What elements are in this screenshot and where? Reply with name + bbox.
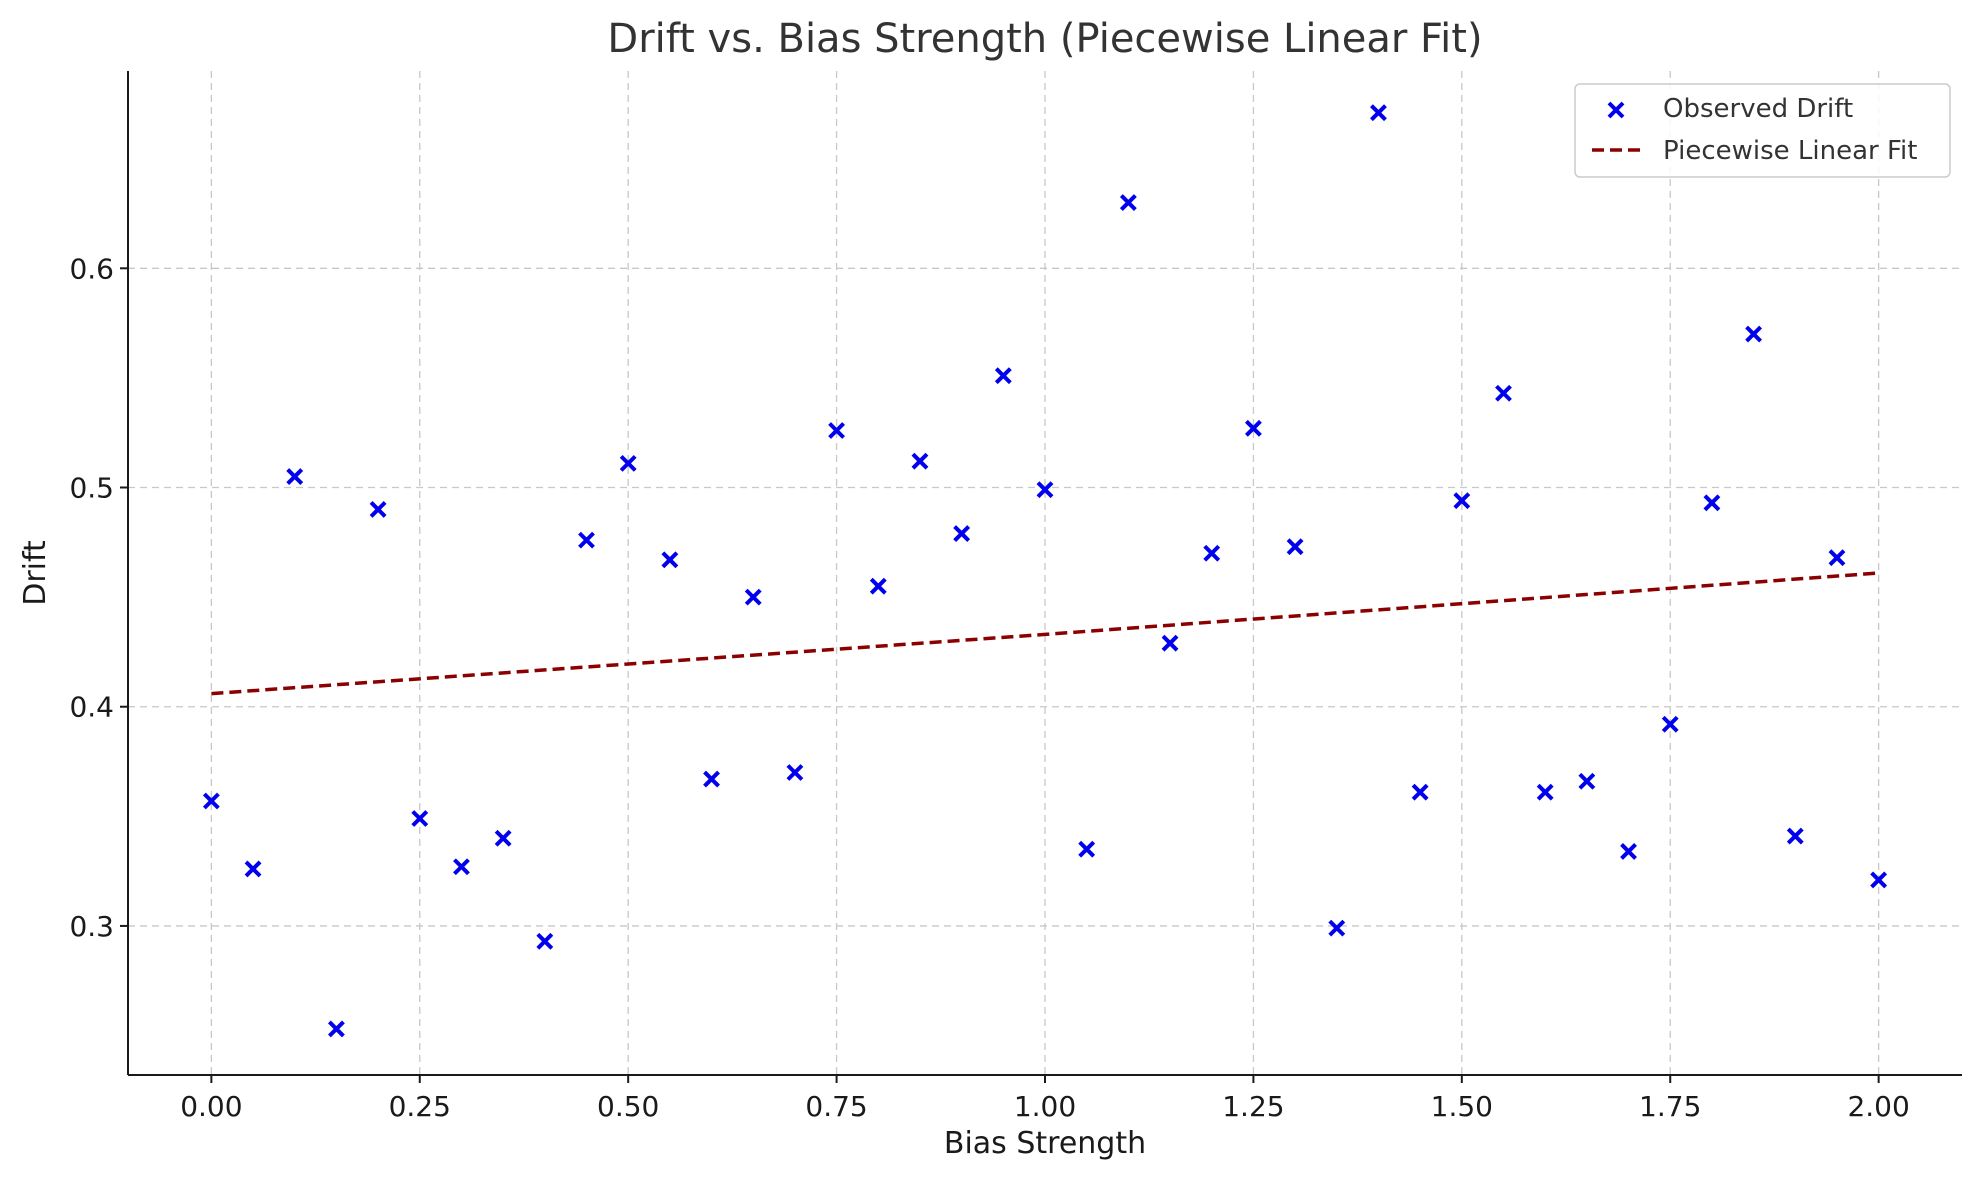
legend: Observed Drift Piecewise Linear Fit bbox=[1574, 83, 1951, 178]
legend-marker-observed-drift bbox=[1607, 101, 1625, 119]
scatter-point bbox=[1495, 384, 1512, 402]
scatter-point bbox=[244, 860, 262, 878]
scatter-point bbox=[1036, 481, 1054, 499]
scatter-point bbox=[494, 829, 512, 847]
scatter-point bbox=[1370, 104, 1387, 122]
scatter-point bbox=[1661, 715, 1679, 733]
scatter-point bbox=[1578, 772, 1596, 790]
legend-frame bbox=[1574, 83, 1951, 178]
x-tick-label: 0.50 bbox=[597, 1090, 659, 1123]
x-tick-label: 2.00 bbox=[1847, 1090, 1909, 1123]
scatter-point bbox=[1828, 549, 1846, 567]
scatter-point bbox=[202, 792, 220, 810]
scatter-point bbox=[1078, 840, 1096, 858]
scatter-point bbox=[994, 367, 1012, 385]
legend-label-observed-drift: Observed Drift bbox=[1663, 94, 1853, 124]
x-tick-label: 1.25 bbox=[1222, 1090, 1284, 1123]
grid bbox=[128, 71, 1962, 1075]
scatter-point bbox=[869, 577, 887, 595]
y-tick-label: 0.4 bbox=[69, 691, 114, 724]
scatter-point bbox=[327, 1020, 345, 1038]
scatter-point bbox=[953, 525, 971, 542]
scatter-point bbox=[286, 468, 304, 485]
scatter-point bbox=[619, 454, 637, 472]
scatter-point bbox=[369, 501, 387, 518]
scatter-point bbox=[661, 551, 679, 569]
scatter-point bbox=[703, 770, 720, 788]
scatter-point bbox=[536, 932, 554, 950]
scatter-point bbox=[578, 531, 595, 549]
scatter-point bbox=[1161, 634, 1179, 652]
scatter-point bbox=[1411, 783, 1429, 801]
y-axis-label: Drift bbox=[18, 540, 53, 606]
scatter-point bbox=[1536, 783, 1554, 801]
scatter-point bbox=[1786, 827, 1804, 845]
fit-line bbox=[211, 571, 1879, 696]
x-tick-label: 1.50 bbox=[1431, 1090, 1493, 1123]
scatter-point bbox=[1203, 544, 1221, 562]
scatter-point bbox=[1244, 419, 1262, 437]
scatter-point bbox=[453, 858, 470, 876]
scatter-point bbox=[1453, 492, 1471, 510]
scatter-point bbox=[744, 588, 762, 606]
scatter-point bbox=[1119, 194, 1137, 211]
x-tick-label: 1.00 bbox=[1014, 1090, 1076, 1123]
scatter-point bbox=[1870, 871, 1888, 889]
x-axis-label: Bias Strength bbox=[944, 1126, 1146, 1161]
scatter-point bbox=[411, 810, 429, 827]
y-tick-label: 0.3 bbox=[69, 910, 114, 943]
scatter-point bbox=[828, 422, 846, 439]
y-tick-label: 0.6 bbox=[69, 252, 114, 285]
x-tick-label: 1.75 bbox=[1639, 1090, 1701, 1123]
y-axis-ticks: 0.3 0.4 0.5 0.6 bbox=[69, 252, 128, 943]
scatter-point bbox=[1745, 325, 1763, 343]
scatter-point bbox=[1703, 494, 1721, 512]
scatter-point bbox=[786, 764, 804, 781]
y-tick-label: 0.5 bbox=[69, 472, 114, 505]
fit-line-layer bbox=[211, 571, 1879, 696]
x-tick-label: 0.25 bbox=[389, 1090, 451, 1123]
x-tick-label: 0.75 bbox=[805, 1090, 867, 1123]
scatter-points bbox=[202, 104, 1888, 1038]
x-axis-ticks: 0.00 0.25 0.50 0.75 1.00 1.25 1.50 1.75 2.00 bbox=[180, 1075, 1910, 1123]
scatter-point bbox=[911, 452, 929, 470]
scatter-point bbox=[1328, 919, 1346, 937]
legend-label-piecewise-fit: Piecewise Linear Fit bbox=[1663, 136, 1917, 166]
scatter-point bbox=[1620, 842, 1637, 860]
chart-title: Drift vs. Bias Strength (Piecewise Linea… bbox=[607, 16, 1482, 62]
x-tick-label: 0.00 bbox=[180, 1090, 242, 1123]
scatter-point bbox=[1286, 538, 1304, 556]
